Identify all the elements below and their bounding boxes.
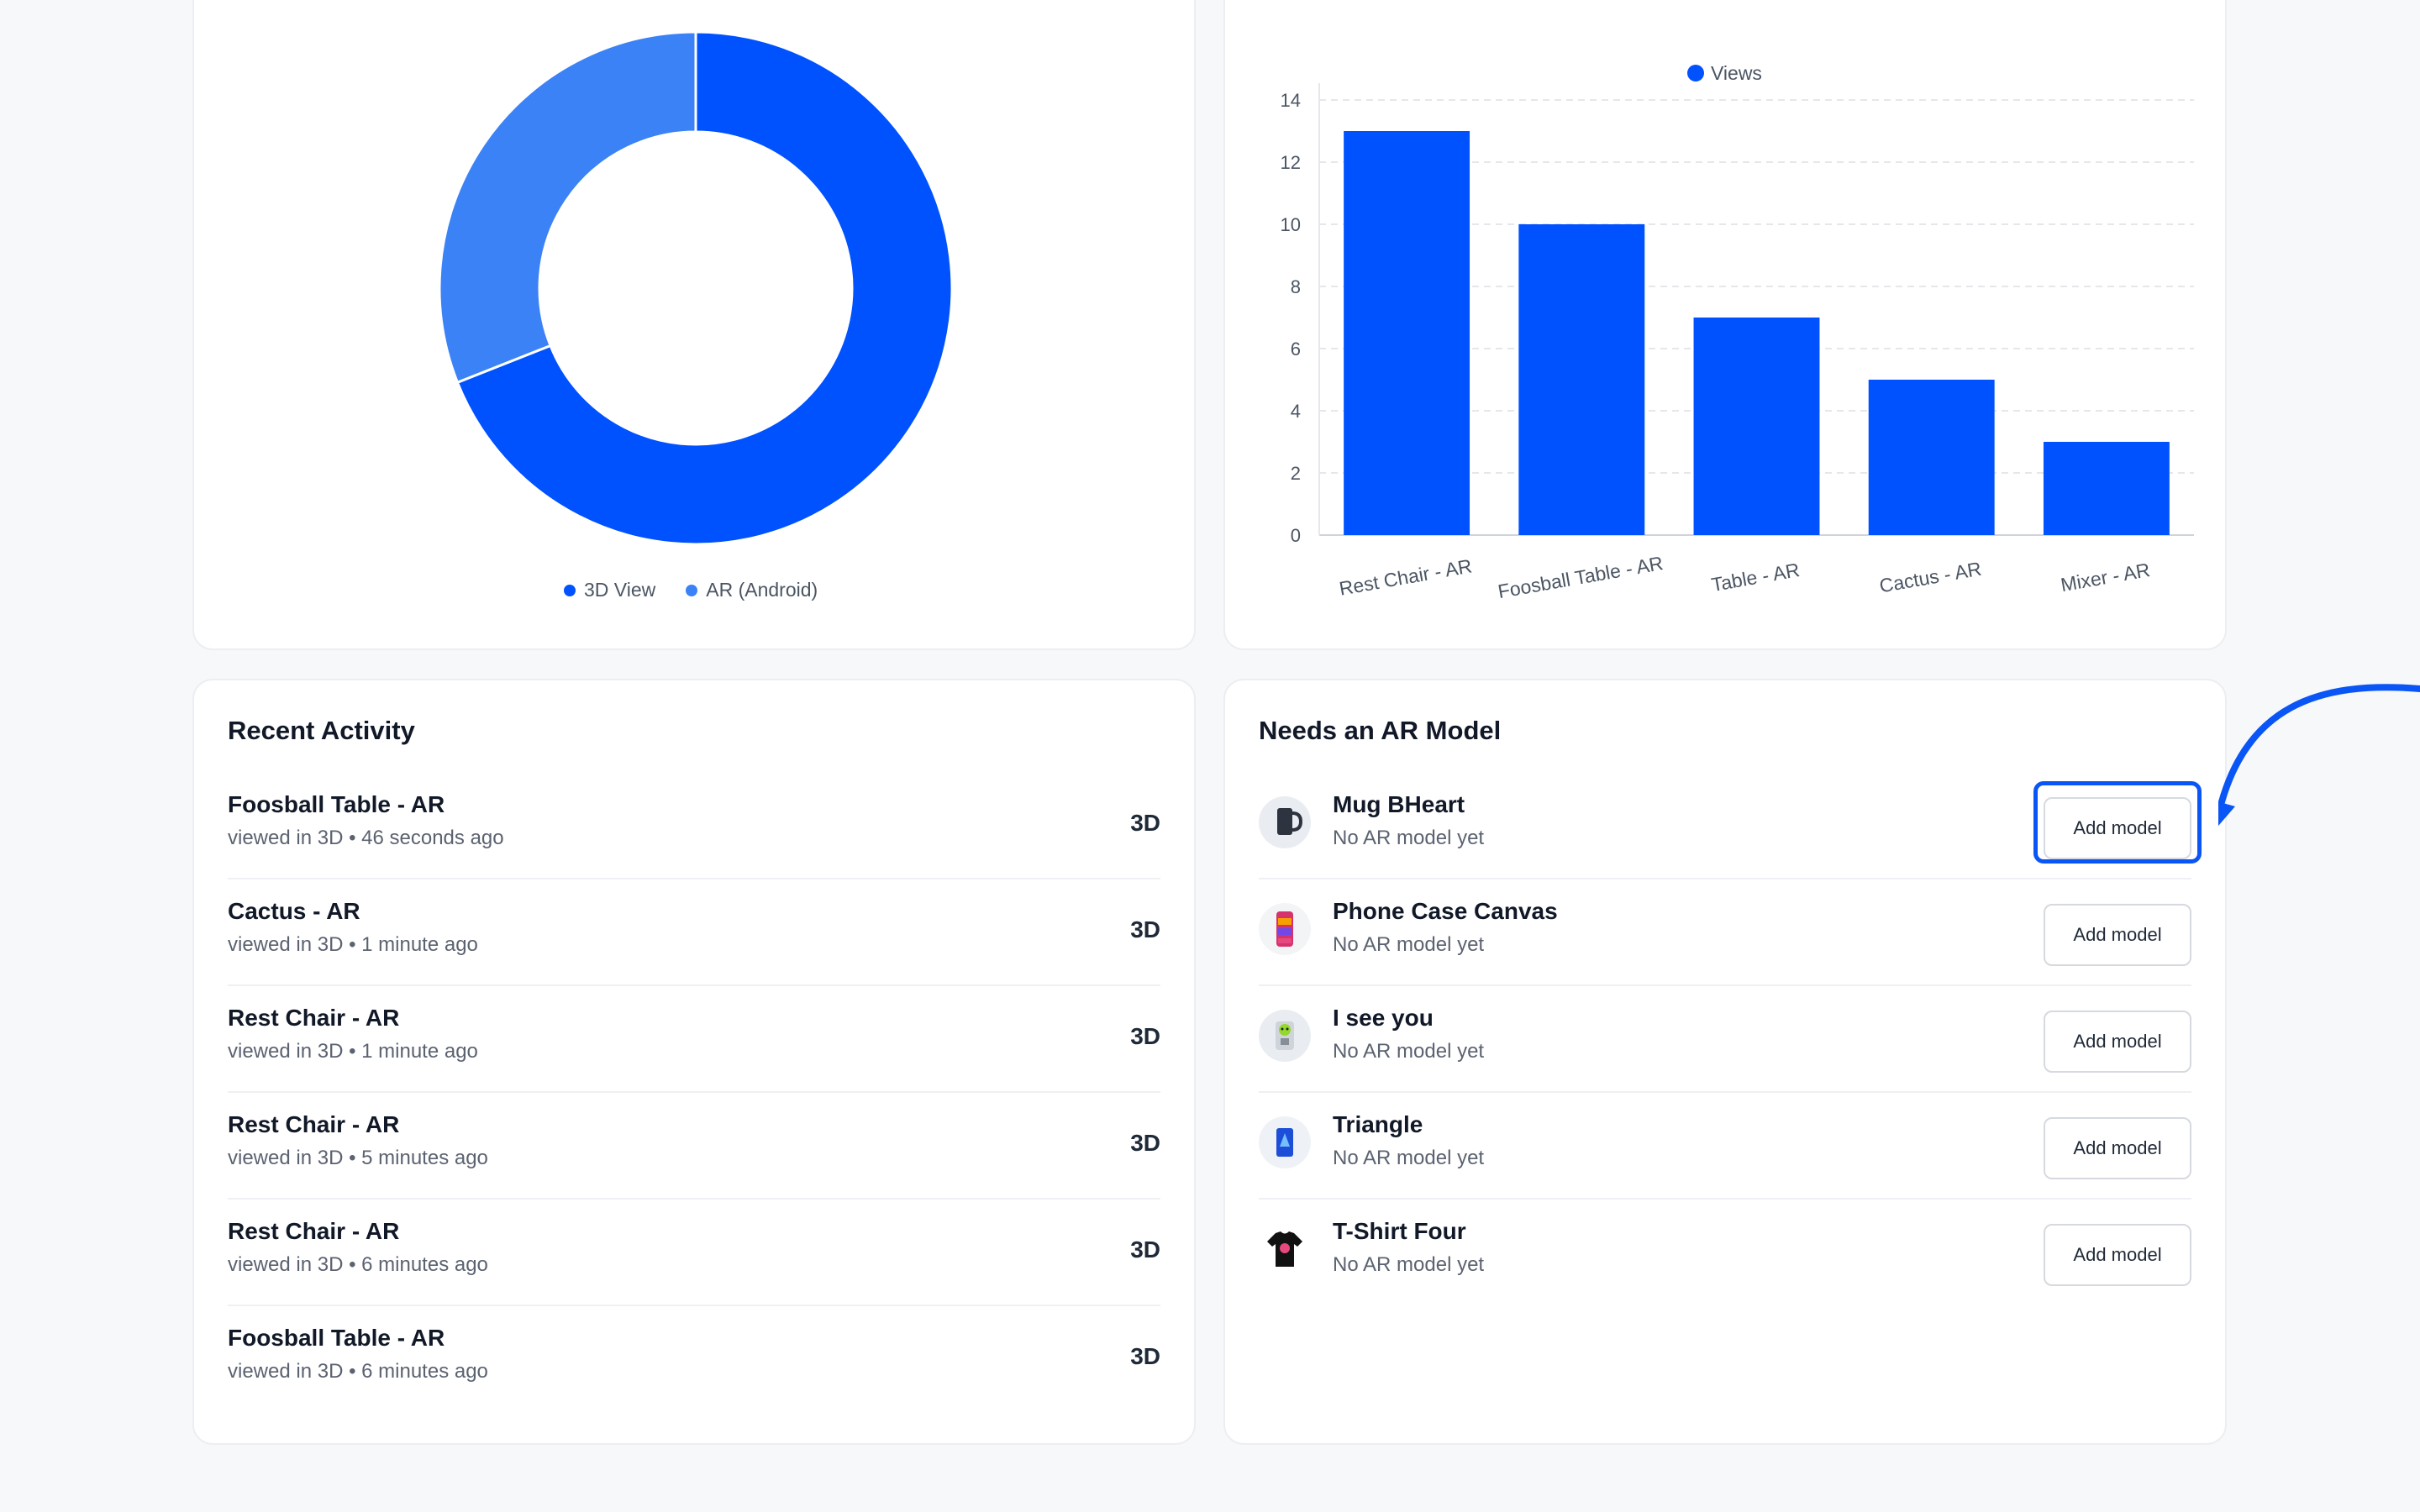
y-tick-label: 0 [1291,525,1301,546]
product-row: Phone Case Canvas No AR model yet Add mo… [1259,879,2191,986]
recent-activity-list: Foosball Table - AR viewed in 3D • 46 se… [228,773,1160,1413]
y-tick-label: 10 [1281,214,1301,235]
legend-swatch-ar-android [686,584,698,596]
product-title: Phone Case Canvas [1333,898,1558,924]
product-row: Mug BHeart No AR model yet Add model [1259,773,2191,879]
bar-rest-chair-ar[interactable] [1344,131,1470,535]
product-title: T-Shirt Four [1333,1218,1466,1244]
activity-subtitle: viewed in 3D • 1 minute ago [228,933,478,956]
activity-row[interactable]: Cactus - AR viewed in 3D • 1 minute ago … [228,879,1160,986]
activity-title: Rest Chair - AR [228,1218,400,1244]
donut-legend: 3D View AR (Android) [564,579,818,601]
triangle-thumbnail [1259,1116,1311,1168]
product-title: Mug BHeart [1333,791,1465,817]
add-model-highlight-box [2033,781,2202,864]
activity-badge: 3D [1130,1130,1160,1156]
y-tick-label: 14 [1281,90,1301,111]
legend-item-ar-android[interactable]: AR (Android) [686,579,818,601]
activity-badge: 3D [1130,810,1160,836]
x-tick-label: Table - AR [1710,559,1802,596]
y-tick-label: 12 [1281,152,1301,173]
y-tick-label: 4 [1291,401,1301,422]
legend-swatch-views [1687,65,1704,81]
add-model-button[interactable]: Add model [2044,1117,2191,1179]
bar-chart: Views 0 2 4 6 8 10 12 14 Rest Chair - AR Foosball … [1281,62,2194,602]
curved-arrow-icon [2218,684,2420,827]
legend-swatch-3d-view [564,584,576,596]
donut-slice-ar-android[interactable] [438,30,697,385]
product-subtitle: No AR model yet [1333,933,1485,956]
activity-title: Foosball Table - AR [228,1325,445,1351]
x-tick-label: Cactus - AR [1878,558,1983,597]
product-subtitle: No AR model yet [1333,827,1485,849]
y-tick-label: 2 [1291,463,1301,484]
x-tick-label: Mixer - AR [2059,559,2151,596]
product-row: I see you No AR model yet Add model [1259,986,2191,1093]
bar-table-ar[interactable] [1693,318,1820,535]
activity-subtitle: viewed in 3D • 5 minutes ago [228,1147,488,1169]
product-subtitle: No AR model yet [1333,1147,1485,1169]
bar-legend: Views [1687,62,1762,84]
needs-ar-model-title: Needs an AR Model [1259,716,1502,745]
y-tick-label: 8 [1291,276,1301,297]
activity-title: Rest Chair - AR [228,1005,400,1031]
legend-label-views: Views [1711,62,1762,84]
mug-thumbnail [1259,796,1311,848]
recent-activity-card: Recent Activity Foosball Table - AR view… [192,679,1196,1445]
donut-chart [438,30,954,546]
activity-subtitle: viewed in 3D • 1 minute ago [228,1040,478,1063]
add-model-button[interactable]: Add model [2044,1011,2191,1073]
recent-activity-title: Recent Activity [228,716,415,745]
legend-label-ar-android: AR (Android) [706,579,818,601]
activity-row[interactable]: Rest Chair - AR viewed in 3D • 6 minutes… [228,1200,1160,1306]
views-by-type-card: 3D View AR (Android) [192,0,1196,650]
activity-title: Cactus - AR [228,898,360,924]
product-subtitle: No AR model yet [1333,1253,1485,1276]
product-title: I see you [1333,1005,1434,1031]
activity-subtitle: viewed in 3D • 6 minutes ago [228,1253,488,1276]
top-models-card: Views 0 2 4 6 8 10 12 14 Rest Chair - AR Foosball … [1223,0,2227,650]
tshirt-thumbnail [1259,1223,1311,1275]
activity-subtitle: viewed in 3D • 6 minutes ago [228,1360,488,1383]
activity-badge: 3D [1130,916,1160,942]
activity-row[interactable]: Rest Chair - AR viewed in 3D • 5 minutes… [228,1093,1160,1200]
bar-mixer-ar[interactable] [2043,442,2170,535]
phone-case-thumbnail [1259,903,1311,955]
activity-row[interactable]: Foosball Table - AR viewed in 3D • 46 se… [228,773,1160,879]
product-row: T-Shirt Four No AR model yet Add model [1259,1200,2191,1306]
x-tick-label: Foosball Table - AR [1497,552,1665,602]
add-model-button[interactable]: Add model [2044,1224,2191,1286]
activity-title: Rest Chair - AR [228,1111,400,1137]
y-tick-label: 6 [1291,339,1301,360]
needs-ar-model-list: Mug BHeart No AR model yet Add model Pho… [1259,773,2191,1306]
activity-title: Foosball Table - AR [228,791,445,817]
activity-row[interactable]: Foosball Table - AR viewed in 3D • 6 min… [228,1306,1160,1413]
activity-badge: 3D [1130,1343,1160,1369]
activity-row[interactable]: Rest Chair - AR viewed in 3D • 1 minute … [228,986,1160,1093]
product-subtitle: No AR model yet [1333,1040,1485,1063]
activity-subtitle: viewed in 3D • 46 seconds ago [228,827,504,849]
legend-label-3d-view: 3D View [584,579,656,601]
product-row: Triangle No AR model yet Add model [1259,1093,2191,1200]
activity-badge: 3D [1130,1236,1160,1263]
donut-slice-3d-view[interactable] [455,30,954,546]
legend-item-3d-view[interactable]: 3D View [564,579,655,601]
mug-face-thumbnail [1259,1010,1311,1062]
x-tick-label: Rest Chair - AR [1338,554,1474,599]
add-model-button[interactable]: Add model [2044,904,2191,966]
bar-cactus-ar[interactable] [1868,380,1995,535]
needs-ar-model-card: Needs an AR Model Mug BHeart No AR model… [1223,679,2227,1445]
add-model-button[interactable]: Add model [2044,797,2191,859]
bar-foosball-table-ar[interactable] [1518,224,1645,535]
product-title: Triangle [1333,1111,1423,1137]
activity-badge: 3D [1130,1023,1160,1049]
